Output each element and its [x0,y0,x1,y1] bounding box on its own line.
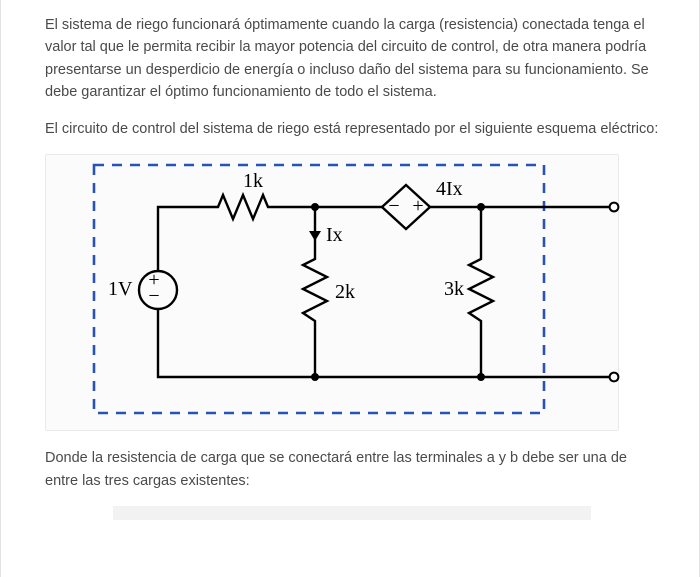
resistor-1k [211,195,271,219]
label-1v: 1V [108,278,133,300]
label-ix: Ix [326,224,343,246]
resistor-2k [303,253,327,327]
page: El sistema de riego funcionará óptimamen… [0,0,700,577]
loads-placeholder [113,506,591,520]
paragraph-3: Donde la resistencia de carga que se con… [45,447,659,492]
paragraph-1: El sistema de riego funcionará óptimamen… [45,14,659,104]
circuit-figure: + − − + 1V 1k 2k [45,154,619,431]
wire [158,309,614,377]
resistor-3k [469,253,493,327]
label-1k: 1k [243,170,263,192]
ccvs-plus: + [412,195,423,217]
paragraph-2: El circuito de control del sistema de ri… [45,118,659,140]
node [477,203,485,211]
dashed-box [94,165,544,413]
wire [158,207,211,271]
ccvs-minus: − [388,195,399,217]
label-4ix: 4Ix [436,178,463,200]
node [311,373,319,381]
content-area: El sistema de riego funcionará óptimamen… [25,0,679,520]
label-3k: 3k [444,278,464,300]
vsrc-minus: − [148,285,159,307]
ix-arrow-head [309,231,321,241]
node [477,373,485,381]
terminal-b [610,373,619,382]
circuit-svg: + − − + 1V 1k 2k [46,155,620,425]
label-2k: 2k [335,281,355,303]
terminal-a [610,203,619,212]
node [311,203,319,211]
